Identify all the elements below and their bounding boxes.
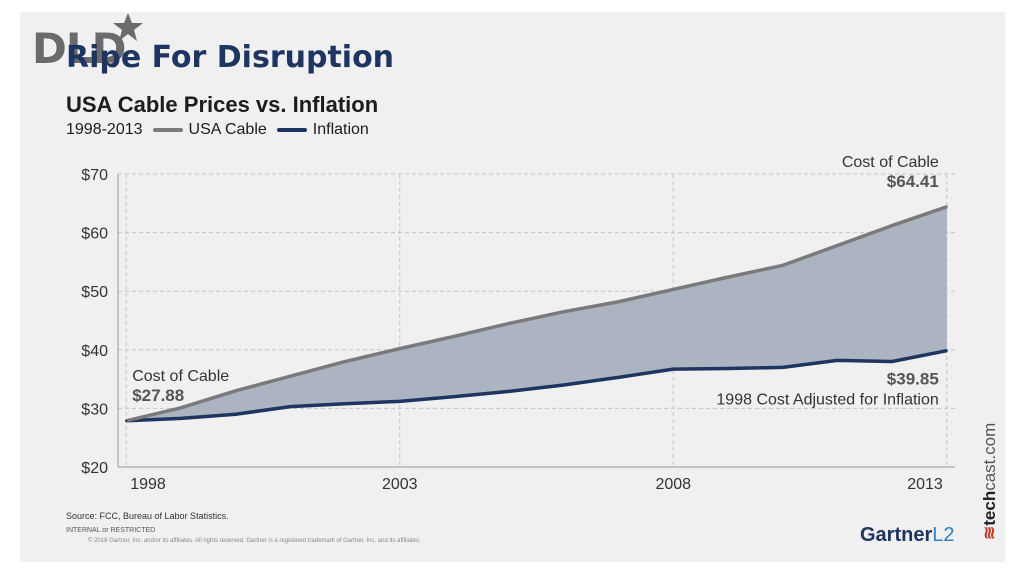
data-point-inflation: [617, 376, 620, 379]
y-tick-label: $60: [81, 226, 108, 243]
data-point-inflation: [672, 367, 675, 371]
legend-swatch-inflation: [276, 128, 307, 132]
data-point-cable: [398, 347, 401, 350]
chart-title: USA Cable Prices vs. Inflation: [66, 92, 379, 117]
data-point-inflation: [125, 419, 128, 423]
data-point-inflation: [289, 405, 292, 408]
annotation-label: Cost of Cable: [842, 154, 939, 171]
data-point-inflation: [398, 400, 401, 403]
annotation-label: 1998 Cost Adjusted for Inflation: [716, 392, 938, 409]
data-point-inflation: [836, 359, 839, 362]
data-point-cable: [781, 264, 784, 267]
data-point-cable: [617, 300, 620, 303]
data-point-inflation: [234, 413, 237, 416]
techcast-logo: ≋techcast.com: [980, 422, 999, 540]
dld-logo: DLD: [32, 24, 126, 73]
data-point-cable: [234, 389, 237, 393]
period-label: 1998-2013: [66, 121, 143, 138]
x-tick-label: 2003: [382, 476, 418, 493]
data-point-inflation: [890, 360, 894, 363]
data-point-cable: [289, 374, 292, 378]
data-point-cable: [507, 322, 511, 325]
data-point-inflation: [945, 349, 948, 352]
series-line-cable: [125, 205, 948, 423]
data-point-cable: [179, 406, 183, 410]
legend-swatch-cable: [152, 128, 183, 132]
x-tick-label: 1998: [130, 476, 166, 493]
x-tick-label: 2013: [907, 476, 943, 493]
gartner-logo: GartnerL2: [860, 524, 955, 546]
data-point-cable: [890, 224, 894, 227]
y-tick-label: $20: [81, 460, 108, 477]
data-point-inflation: [726, 367, 730, 370]
series-line-inflation: [126, 348, 948, 423]
legend-label-inflation: Inflation: [312, 121, 369, 138]
legend-label-cable: USA Cable: [188, 121, 267, 138]
annotation-value: $39.85: [887, 370, 939, 389]
source-note: Source: FCC, Bureau of Labor Statistics.: [66, 511, 229, 521]
data-point-inflation: [781, 366, 784, 369]
data-point-cable: [726, 275, 730, 279]
y-tick-label: $70: [81, 167, 108, 184]
annotation-label: Cost of Cable: [132, 368, 229, 385]
data-point-cable: [562, 310, 566, 313]
star-icon: [113, 13, 143, 41]
data-point-inflation: [562, 383, 566, 387]
classification-note: INTERNAL or RESTRICTED: [66, 527, 156, 534]
annotation-value: $27.88: [132, 386, 184, 405]
data-point-inflation: [453, 395, 456, 398]
legend: 1998-2013 USA Cable Inflation: [66, 121, 369, 139]
data-point-cable: [836, 244, 839, 247]
headline: Ripe For Disruption: [66, 40, 395, 75]
annotation-value: $64.41: [887, 172, 939, 191]
data-point-inflation: [343, 402, 347, 405]
data-point-cable: [945, 205, 948, 208]
data-point-cable: [343, 360, 347, 363]
x-tick-label: 2008: [655, 476, 691, 493]
data-point-cable: [453, 335, 456, 338]
data-point-cable: [672, 288, 675, 291]
copyright-note: © 2018 Gartner, Inc. and/or its affiliat…: [88, 538, 421, 544]
y-tick-label: $50: [81, 284, 108, 301]
y-tick-label: $30: [81, 401, 108, 418]
y-tick-label: $40: [81, 343, 108, 360]
data-point-inflation: [507, 390, 511, 393]
data-point-inflation: [179, 417, 183, 420]
